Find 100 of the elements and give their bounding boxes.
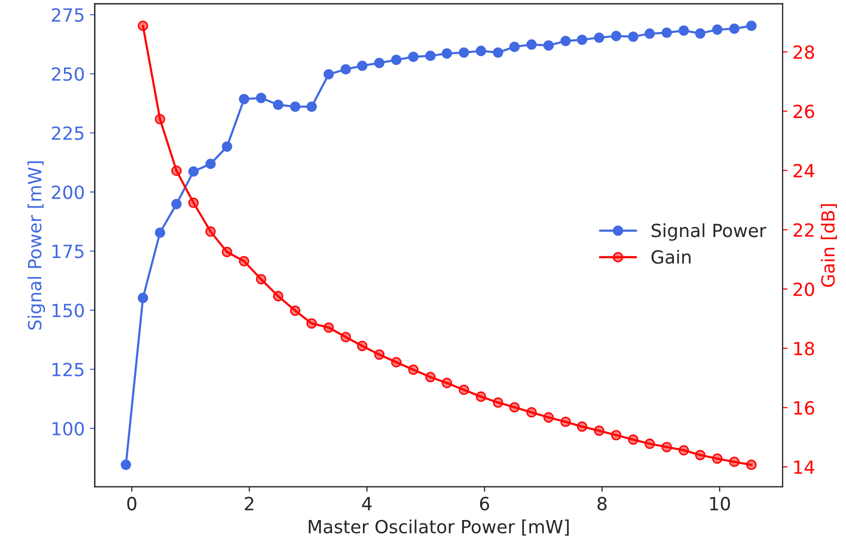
x-tick-label: 4 [362, 497, 372, 510]
y2-tick-label: 14 [794, 460, 814, 474]
x-tick-label: 0 [127, 496, 136, 510]
point [205, 158, 216, 170]
point [290, 101, 300, 112]
point [492, 47, 504, 58]
x-tick-label: 10 [710, 496, 730, 510]
point [712, 453, 723, 464]
y-tick-label: 175 [52, 244, 84, 258]
y-tick-label: 250 [52, 67, 84, 81]
point [340, 332, 351, 342]
x-tick-label: 8 [598, 496, 607, 510]
point [171, 166, 182, 176]
point [442, 48, 452, 59]
point [188, 198, 199, 208]
y2-tick-label: 28 [794, 45, 814, 59]
point [644, 28, 655, 39]
y-tick-label: 200 [52, 185, 84, 200]
point [425, 372, 436, 382]
point [476, 46, 486, 56]
point [154, 114, 166, 124]
point [526, 407, 537, 418]
point [543, 40, 554, 51]
point [712, 24, 723, 35]
point [594, 426, 604, 436]
point [543, 412, 554, 423]
point [476, 391, 486, 402]
x-tick-label: 2 [244, 496, 254, 510]
point [628, 31, 638, 42]
legend-label: Signal Power [652, 223, 766, 241]
y-tick-label: 275 [52, 8, 84, 22]
point [272, 290, 284, 302]
point [306, 318, 317, 329]
point [628, 434, 638, 445]
y-tick-label: 225 [52, 126, 84, 140]
point [729, 456, 740, 468]
point [610, 30, 622, 42]
y-tick-label: 100 [52, 422, 84, 436]
point [171, 198, 182, 210]
point [695, 450, 706, 460]
y2-tick-label: 18 [794, 342, 814, 356]
point [492, 397, 504, 408]
point [560, 416, 571, 428]
point [324, 69, 334, 80]
point [222, 246, 232, 258]
point [238, 256, 250, 266]
point [340, 64, 351, 75]
point [374, 58, 384, 68]
point [442, 378, 452, 388]
point [290, 305, 300, 316]
legend-label: Gain [652, 250, 690, 264]
point [138, 292, 148, 304]
point [374, 349, 384, 360]
point [458, 384, 470, 396]
y2-tick-label: 20 [794, 282, 814, 296]
point [509, 402, 520, 413]
point [729, 23, 740, 34]
point [391, 54, 402, 66]
y-tick-label: 125 [52, 362, 84, 376]
point [662, 442, 672, 452]
point [576, 421, 588, 432]
point [560, 36, 571, 46]
point [306, 101, 317, 112]
point [678, 25, 689, 36]
point [357, 340, 368, 352]
point [594, 32, 604, 43]
point [408, 52, 419, 62]
y2-tick-label: 26 [794, 104, 814, 118]
y2-axis-title: Gain [dB] [820, 204, 837, 287]
point [222, 141, 232, 152]
point [391, 357, 402, 368]
point [695, 28, 706, 39]
point [138, 20, 148, 31]
point [458, 47, 470, 58]
point [644, 438, 655, 449]
point [509, 42, 520, 52]
point [576, 34, 588, 45]
point [678, 445, 689, 456]
point [120, 460, 132, 470]
point [662, 27, 672, 38]
point [746, 20, 757, 32]
y-tick-label: 150 [52, 304, 84, 318]
point [205, 226, 216, 237]
point [154, 227, 166, 238]
point [238, 94, 250, 104]
point [324, 322, 334, 333]
point [357, 60, 368, 71]
y2-tick-label: 24 [794, 164, 814, 178]
y2-tick-label: 22 [794, 223, 814, 237]
point [408, 364, 419, 375]
x-tick-label: 6 [480, 496, 490, 510]
point [425, 50, 436, 62]
point [272, 100, 284, 110]
y2-tick-label: 16 [794, 401, 814, 415]
point [256, 274, 266, 284]
point [256, 92, 266, 104]
point [188, 166, 199, 177]
point [610, 430, 622, 440]
x-axis-title: Master Oscilator Power [mW] [308, 520, 569, 536]
point [526, 39, 537, 50]
